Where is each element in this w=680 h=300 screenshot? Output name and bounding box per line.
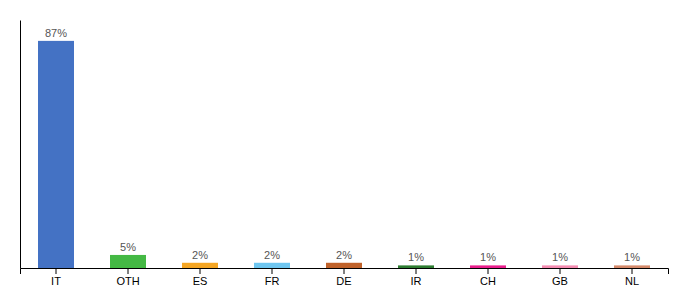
data-label: 87% <box>45 27 67 39</box>
x-tick: DE <box>336 268 351 287</box>
x-tick: OTH <box>116 268 139 287</box>
x-tick-mark <box>128 268 129 274</box>
x-tick-label: DE <box>336 275 351 287</box>
x-tick-label: IT <box>51 275 61 287</box>
data-label: 1% <box>408 251 424 263</box>
x-tick-mark <box>488 268 489 274</box>
x-tick-label: NL <box>625 275 639 287</box>
bar <box>614 265 650 268</box>
bar <box>110 255 146 268</box>
x-tick-label: GB <box>552 275 568 287</box>
x-tick: IT <box>51 268 61 287</box>
data-label: 2% <box>336 249 352 261</box>
x-axis: IT OTH ES FR DE IR CH GB NL <box>21 268 669 287</box>
x-tick: CH <box>480 268 496 287</box>
x-tick-label: OTH <box>116 275 139 287</box>
data-label: 5% <box>120 241 136 253</box>
x-tick: IR <box>411 268 422 287</box>
x-tick: GB <box>552 268 568 287</box>
x-tick-mark <box>200 268 201 274</box>
chart: IT OTH ES FR DE IR CH GB NL 87% 5% 2% 2% 2% 1% 1% 1% 1% <box>0 0 680 300</box>
bar <box>254 263 290 268</box>
x-tick-mark <box>56 268 57 274</box>
bar <box>182 263 218 268</box>
x-tick-mark <box>560 268 561 274</box>
y-axis-line <box>20 21 21 269</box>
data-label: 1% <box>624 251 640 263</box>
data-labels: 87% 5% 2% 2% 2% 1% 1% 1% 1% <box>45 27 640 264</box>
bar <box>38 41 74 268</box>
bar <box>326 263 362 268</box>
bars <box>38 41 650 268</box>
y-axis <box>20 21 21 269</box>
x-tick-mark <box>416 268 417 274</box>
x-tick-label: FR <box>265 275 280 287</box>
x-tick-label: ES <box>193 275 208 287</box>
data-label: 1% <box>552 251 568 263</box>
x-tick-mark <box>272 268 273 274</box>
bar <box>470 265 506 268</box>
x-axis-line <box>21 269 669 275</box>
x-tick-mark <box>632 268 633 274</box>
x-tick: ES <box>193 268 208 287</box>
x-tick: NL <box>625 268 639 287</box>
data-label: 2% <box>192 249 208 261</box>
x-tick-mark <box>344 268 345 274</box>
x-tick-label: CH <box>480 275 496 287</box>
bar <box>398 265 434 268</box>
x-tick-label: IR <box>411 275 422 287</box>
data-label: 2% <box>264 249 280 261</box>
x-tick: FR <box>265 268 280 287</box>
data-label: 1% <box>480 251 496 263</box>
bar <box>542 265 578 268</box>
